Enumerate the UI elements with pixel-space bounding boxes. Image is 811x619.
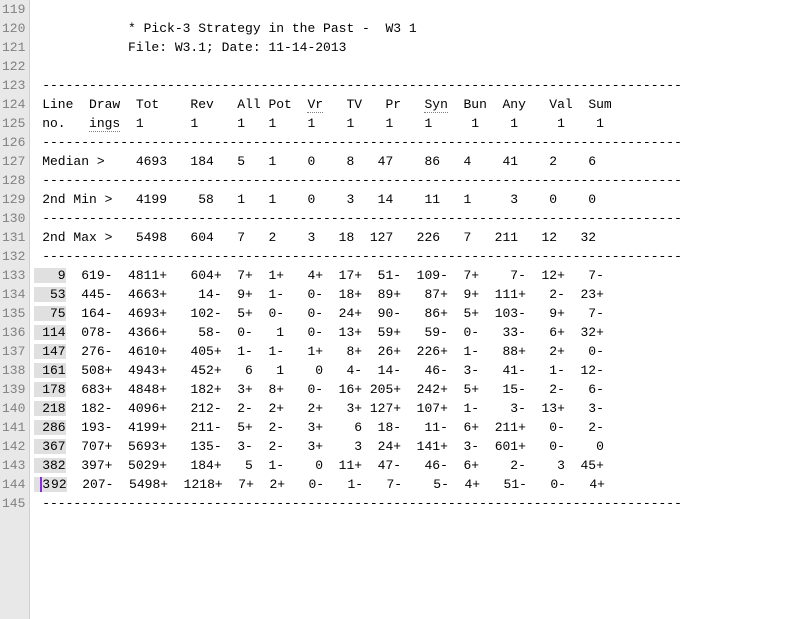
editor-content: * Pick-3 Strategy in the Past - W3 1 Fil… [30, 0, 811, 619]
code-line: 382 397+ 5029+ 184+ 5 1- 0 11+ 47- 46- 6… [34, 456, 811, 475]
line-number: 128 [2, 171, 25, 190]
line-number: 134 [2, 285, 25, 304]
code-line: ----------------------------------------… [34, 209, 811, 228]
line-number: 132 [2, 247, 25, 266]
code-line: 2nd Min > 4199 58 1 1 0 3 14 11 1 3 0 0 [34, 190, 811, 209]
line-number: 120 [2, 19, 25, 38]
line-number: 135 [2, 304, 25, 323]
code-line: ----------------------------------------… [34, 133, 811, 152]
line-number: 139 [2, 380, 25, 399]
code-line: * Pick-3 Strategy in the Past - W3 1 [34, 19, 811, 38]
line-number: 140 [2, 399, 25, 418]
line-number: 131 [2, 228, 25, 247]
line-number: 130 [2, 209, 25, 228]
code-line: no. ings 1 1 1 1 1 1 1 1 1 1 1 1 [34, 114, 811, 133]
code-line: 147 276- 4610+ 405+ 1- 1- 1+ 8+ 26+ 226+… [34, 342, 811, 361]
line-number: 127 [2, 152, 25, 171]
line-number: 145 [2, 494, 25, 513]
line-number: 143 [2, 456, 25, 475]
code-line: 367 707+ 5693+ 135- 3- 2- 3+ 3 24+ 141+ … [34, 437, 811, 456]
line-number: 122 [2, 57, 25, 76]
line-number: 129 [2, 190, 25, 209]
line-number: 124 [2, 95, 25, 114]
line-number: 136 [2, 323, 25, 342]
code-line: File: W3.1; Date: 11-14-2013 [34, 38, 811, 57]
line-number: 142 [2, 437, 25, 456]
code-line [34, 0, 811, 19]
code-line: ----------------------------------------… [34, 171, 811, 190]
code-line: 178 683+ 4848+ 182+ 3+ 8+ 0- 16+ 205+ 24… [34, 380, 811, 399]
line-number: 126 [2, 133, 25, 152]
line-number: 123 [2, 76, 25, 95]
line-number-gutter: 1191201211221231241251261271281291301311… [0, 0, 30, 619]
code-line: 286 193- 4199+ 211- 5+ 2- 3+ 6 18- 11- 6… [34, 418, 811, 437]
code-line: 114 078- 4366+ 58- 0- 1 0- 13+ 59+ 59- 0… [34, 323, 811, 342]
code-line: 392 207- 5498+ 1218+ 7+ 2+ 0- 1- 7- 5- 4… [34, 475, 811, 494]
code-line: 9 619- 4811+ 604+ 7+ 1+ 4+ 17+ 51- 109- … [34, 266, 811, 285]
code-line: Median > 4693 184 5 1 0 8 47 86 4 41 2 6 [34, 152, 811, 171]
line-number: 125 [2, 114, 25, 133]
code-line: ----------------------------------------… [34, 247, 811, 266]
code-line: 53 445- 4663+ 14- 9+ 1- 0- 18+ 89+ 87+ 9… [34, 285, 811, 304]
code-line: Line Draw Tot Rev All Pot Vr TV Pr Syn B… [34, 95, 811, 114]
code-line [34, 57, 811, 76]
code-line: 75 164- 4693+ 102- 5+ 0- 0- 24+ 90- 86+ … [34, 304, 811, 323]
code-line: 2nd Max > 5498 604 7 2 3 18 127 226 7 21… [34, 228, 811, 247]
code-line: 218 182- 4096+ 212- 2- 2+ 2+ 3+ 127+ 107… [34, 399, 811, 418]
line-number: 119 [2, 0, 25, 19]
code-line: ----------------------------------------… [34, 76, 811, 95]
code-line: 161 508+ 4943+ 452+ 6 1 0 4- 14- 46- 3- … [34, 361, 811, 380]
line-number: 141 [2, 418, 25, 437]
line-number: 138 [2, 361, 25, 380]
line-number: 144 [2, 475, 25, 494]
code-line: ----------------------------------------… [34, 494, 811, 513]
line-number: 137 [2, 342, 25, 361]
line-number: 133 [2, 266, 25, 285]
line-number: 121 [2, 38, 25, 57]
